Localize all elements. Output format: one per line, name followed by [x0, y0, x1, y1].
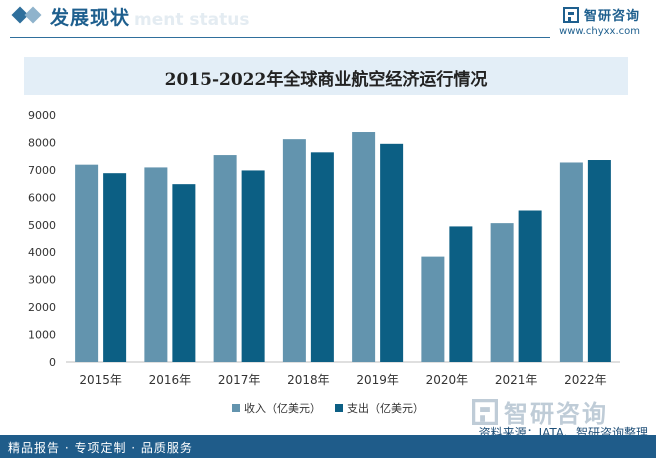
- bar: [144, 167, 168, 362]
- chart-legend: 收入（亿美元） 支出（亿美元）: [0, 400, 656, 416]
- y-tick-label: 0: [49, 356, 56, 369]
- x-tick-label: 2017年: [218, 373, 261, 387]
- section-watermark: ment status: [134, 10, 250, 30]
- bar: [587, 160, 611, 362]
- x-tick-label: 2015年: [79, 373, 122, 387]
- x-tick-label: 2022年: [564, 373, 607, 387]
- legend-item: 收入（亿美元）: [232, 400, 321, 416]
- brand-url: www.chyxx.com: [559, 26, 640, 37]
- bar: [490, 223, 514, 362]
- legend-item: 支出（亿美元）: [335, 400, 424, 416]
- brand-name: 智研咨询: [583, 9, 640, 24]
- y-tick-label: 5000: [28, 219, 56, 232]
- bar: [172, 184, 196, 362]
- bar: [75, 164, 99, 362]
- y-tick-label: 6000: [28, 191, 56, 204]
- y-tick-label: 3000: [28, 274, 56, 287]
- x-tick-label: 2020年: [426, 373, 469, 387]
- section-title: 发展现状: [50, 7, 131, 29]
- legend-swatch: [232, 404, 240, 412]
- brand-logo-icon: [472, 398, 498, 425]
- bar: [449, 226, 473, 362]
- footer-logo: 智研咨询: [472, 394, 608, 429]
- bar: [103, 173, 127, 362]
- bar: [559, 162, 583, 362]
- bar: [518, 210, 542, 362]
- legend-label: 支出（亿美元）: [347, 402, 424, 415]
- chart-title-band: 2015-2022年全球商业航空经济运行情况: [24, 57, 628, 95]
- y-tick-label: 9000: [28, 109, 56, 122]
- legend-label: 收入（亿美元）: [244, 402, 321, 415]
- bar: [282, 139, 306, 362]
- x-tick-label: 2018年: [287, 373, 330, 387]
- brand-logo-icon: [562, 6, 579, 23]
- bar: [352, 132, 376, 362]
- chart-title: 2015-2022年全球商业航空经济运行情况: [164, 70, 488, 90]
- footer-logo-text: 智研咨询: [504, 400, 608, 428]
- bar: [213, 155, 237, 362]
- x-tick-label: 2021年: [495, 373, 538, 387]
- bar: [380, 143, 404, 362]
- y-tick-label: 4000: [28, 246, 56, 259]
- bar: [241, 170, 265, 362]
- footer-band: [0, 435, 656, 458]
- y-tick-label: 1000: [28, 329, 56, 342]
- x-tick-label: 2019年: [356, 373, 399, 387]
- brand: 智研咨询 www.chyxx.com: [559, 5, 640, 37]
- x-tick-label: 2016年: [149, 373, 192, 387]
- header-divider: [10, 37, 550, 38]
- legend-swatch: [335, 404, 343, 412]
- y-tick-label: 2000: [28, 301, 56, 314]
- y-tick-label: 8000: [28, 136, 56, 149]
- footer-tagline: 精品报告 · 专项定制 · 品质服务: [8, 441, 193, 455]
- bar: [310, 152, 334, 362]
- bar: [421, 256, 445, 362]
- y-tick-label: 7000: [28, 164, 56, 177]
- header: 发展现状 ment status 智研咨询 www.chyxx.com: [0, 0, 656, 42]
